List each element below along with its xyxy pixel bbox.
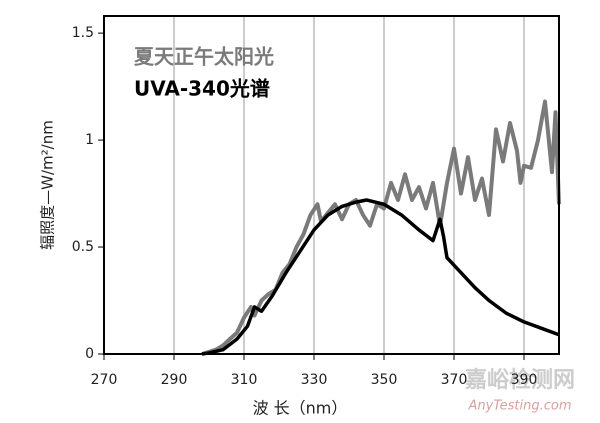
y-axis-label: 辐照度—W/m²/nm: [39, 120, 57, 250]
plot-frame: [103, 15, 560, 355]
watermark: 嘉峪检测网: [465, 367, 575, 393]
x-axis-label: 波 长（nm）: [253, 399, 348, 418]
line: [201, 198, 560, 356]
x-tick-label: 350: [371, 372, 398, 388]
x-tick-label: 290: [161, 372, 188, 388]
x-tick-label: 270: [91, 372, 118, 388]
legend-label: 夏天正午太阳光: [134, 45, 274, 69]
x-tick-label: 310: [231, 372, 258, 388]
watermark: AnyTesting.com: [467, 399, 571, 414]
y-tick-label: 0.5: [72, 239, 94, 255]
x-tick-label: 370: [441, 372, 468, 388]
y-tick-label: 1.5: [72, 25, 94, 41]
x-tick-label: 330: [301, 372, 328, 388]
x-tick-label: 390: [511, 372, 538, 388]
line: [201, 99, 561, 356]
y-tick-label: 0: [85, 346, 94, 362]
legend-label: UVA-340光谱: [134, 77, 270, 101]
y-tick-label: 1: [85, 132, 94, 148]
